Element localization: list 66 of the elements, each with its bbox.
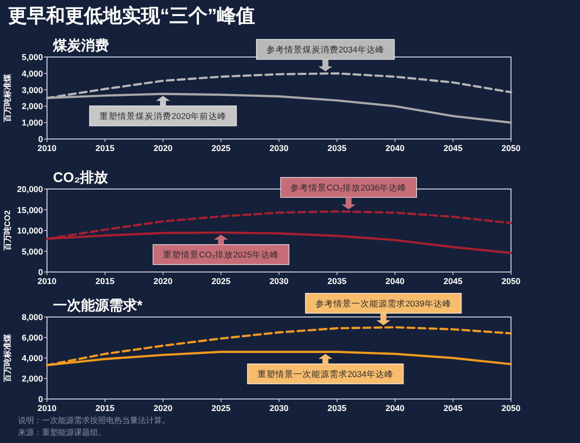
x-tick-label: 2015 — [96, 403, 115, 413]
x-tick-label: 2035 — [328, 143, 347, 153]
annotation: 参考情景煤炭消费2034年达峰 — [266, 44, 384, 54]
x-tick-label: 2025 — [212, 143, 231, 153]
x-tick-label: 2025 — [212, 276, 231, 286]
annotation: 参考情景CO₂排放2036年达峰 — [280, 177, 417, 210]
y-tick-label: 4,000 — [22, 68, 44, 78]
y-tick-label: 4,000 — [22, 353, 44, 363]
y-axis-title: 百万吨标准煤 — [3, 73, 12, 123]
y-tick-label: 5,000 — [22, 52, 44, 62]
x-tick-label: 2050 — [502, 276, 521, 286]
x-tick-label: 2010 — [38, 403, 57, 413]
y-tick-label: 6,000 — [22, 332, 44, 342]
line-series — [46, 92, 512, 124]
y-tick-label: 8,000 — [22, 312, 44, 322]
x-tick-label: 2040 — [386, 276, 405, 286]
x-tick-label: 2040 — [386, 143, 405, 153]
x-tick-label: 2035 — [328, 276, 347, 286]
x-tick-label: 2050 — [502, 143, 521, 153]
x-tick-label: 2020 — [154, 403, 173, 413]
x-tick-label: 2010 — [38, 276, 57, 286]
x-tick-label: 2035 — [328, 403, 347, 413]
source-note: 来源：重塑能源课题组。 — [18, 428, 106, 437]
y-tick-label: 10,000 — [17, 226, 44, 236]
y-tick-label: 20,000 — [17, 184, 44, 194]
annotation: 参考情景一次能源需求2039年达峰 — [315, 298, 452, 308]
x-tick-label: 2045 — [444, 276, 463, 286]
y-axis-title: 百万吨CO2 — [3, 210, 12, 252]
chart-title: CO₂排放 — [53, 169, 110, 185]
y-tick-label: 0 — [38, 394, 44, 404]
x-tick-label: 2030 — [270, 143, 289, 153]
chart-title: 一次能源需求* — [53, 297, 143, 313]
x-tick-label: 2030 — [270, 403, 289, 413]
y-tick-label: 2,000 — [22, 374, 44, 384]
x-tick-label: 2015 — [96, 143, 115, 153]
x-tick-label: 2040 — [386, 403, 405, 413]
annotation: 重塑情景一次能源需求2034年达峰 — [247, 354, 404, 384]
x-tick-label: 2020 — [154, 143, 173, 153]
annotation: 参考情景一次能源需求2039年达峰 — [305, 292, 462, 326]
y-tick-label: 0 — [38, 134, 44, 144]
x-tick-label: 2020 — [154, 276, 173, 286]
y-tick-label: 0 — [38, 267, 44, 277]
y-tick-label: 2,000 — [22, 101, 44, 112]
text: 说明：一次能源需求按照电热当量法计算。 — [18, 416, 170, 425]
y-tick-label: 5,000 — [22, 246, 44, 256]
annotation: 重塑情景煤炭消费2020年前达峰 — [89, 96, 237, 126]
y-tick-label: 3,000 — [22, 84, 44, 95]
y-tick-label: 1,000 — [22, 118, 44, 128]
chart-title: 煤炭消费 — [52, 37, 109, 53]
x-tick-label: 2030 — [270, 276, 289, 286]
line-series — [46, 72, 512, 100]
annotation: 重塑情景一次能源需求2034年达峰 — [257, 368, 394, 379]
text: 更早和更低地实现“三个”峰值 — [8, 5, 255, 27]
x-tick-label: 2025 — [212, 403, 231, 413]
x-tick-label: 2050 — [502, 403, 521, 413]
annotation: 参考情景煤炭消费2034年达峰 — [256, 39, 395, 72]
annotation: 重塑情景CO₂排放2025年达峰 — [152, 234, 290, 265]
x-tick-label: 2045 — [444, 403, 463, 413]
x-tick-label: 2015 — [96, 276, 115, 286]
x-tick-label: 2010 — [38, 143, 57, 153]
y-axis-title: 百万吨标准煤 — [3, 333, 12, 383]
annotation: 重塑情景煤炭消费2020年前达峰 — [100, 110, 226, 121]
x-tick-label: 2045 — [444, 143, 463, 153]
y-tick-label: 15,000 — [17, 204, 44, 215]
annotation: 重塑情景CO₂排放2025年达峰 — [163, 250, 279, 260]
annotation: 参考情景CO₂排放2036年达峰 — [290, 182, 407, 192]
